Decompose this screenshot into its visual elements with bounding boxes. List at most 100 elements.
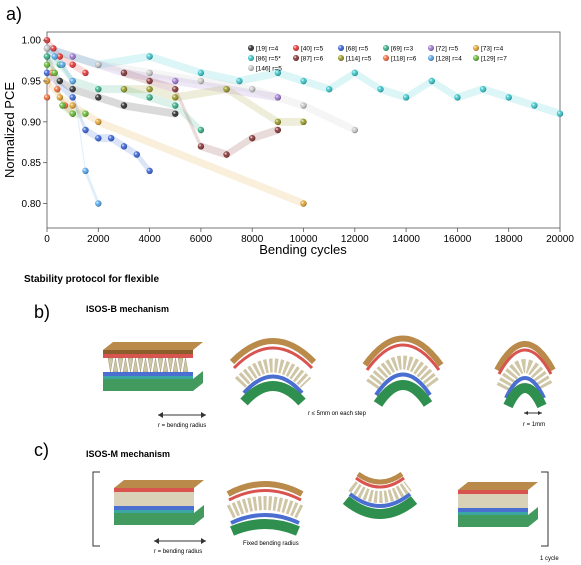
data-point [69, 85, 76, 93]
data-point [172, 77, 179, 85]
data-point [197, 69, 205, 77]
data-point [197, 77, 205, 85]
legend-label: [68] r=5 [346, 46, 369, 53]
data-point [69, 53, 76, 60]
data-point [377, 85, 384, 93]
data-points [43, 36, 564, 207]
bent-device-stack-m [226, 481, 304, 536]
series-band [47, 52, 176, 118]
x-tick-label: 8000 [241, 234, 264, 245]
series-band [47, 44, 99, 208]
data-point [95, 94, 102, 101]
data-point [95, 200, 102, 207]
data-point [120, 102, 128, 109]
plot-area [46, 31, 561, 229]
bent-device-stack-3 [494, 341, 556, 409]
data-point [274, 94, 282, 101]
data-point [95, 118, 102, 126]
x-tick-label: 4000 [138, 234, 161, 245]
data-point [59, 102, 66, 109]
data-point [43, 61, 51, 68]
panel-c-label: c) [34, 440, 49, 460]
legend: [19] r=4 [40] r=5 [68] r=5 [69] r=3 [72] r=5… [248, 45, 507, 73]
small-radius-arrow-b [524, 411, 542, 415]
flat-device-stack-m1 [114, 480, 204, 525]
data-point [146, 85, 153, 93]
bent-device-stack-2 [362, 335, 444, 407]
data-point [300, 77, 307, 85]
data-point [43, 94, 51, 101]
data-point [249, 85, 256, 93]
data-point [300, 200, 307, 207]
legend-label: [73] r=4 [481, 46, 504, 53]
isos-m-mid-caption: Fixed bending radius [243, 541, 299, 547]
data-point [82, 110, 89, 117]
series-band [123, 68, 278, 159]
bent-device-stack-1 [229, 338, 317, 406]
legend-entry: [19] r=4 [248, 45, 279, 53]
isos-m-cycle-caption: 1 cycle [540, 556, 559, 562]
y-tick-label: 0.85 [22, 158, 42, 169]
isos-m-title: ISOS-M mechanism [86, 449, 170, 459]
legend-entry: [86] r=5* [248, 55, 281, 63]
legend-entry: [129] r=7 [473, 55, 507, 63]
data-point [223, 85, 230, 93]
data-point [454, 94, 461, 101]
y-axis-ticks: 0.80 0.85 0.90 0.95 1.00 [22, 36, 47, 210]
y-tick-label: 1.00 [22, 36, 42, 47]
data-point [531, 102, 538, 109]
x-tick-label: 10000 [290, 234, 318, 245]
y-tick-label: 0.90 [22, 117, 42, 128]
data-point [51, 69, 58, 77]
data-point [300, 102, 307, 109]
flat-device-stack-m2 [458, 482, 538, 527]
data-point [402, 94, 410, 101]
x-tick-label: 6000 [190, 234, 213, 245]
data-point [223, 151, 230, 158]
legend-label: [118] r=6 [391, 56, 417, 63]
isos-b-right-caption: r = 1mm [523, 422, 545, 428]
data-point [172, 85, 179, 93]
panel-b-label: b) [34, 302, 50, 322]
data-point [82, 69, 89, 77]
x-tick-label: 14000 [392, 234, 420, 245]
data-point [146, 94, 153, 101]
protocol-title: Stability protocol for flexible [24, 274, 159, 285]
legend-label: [19] r=4 [256, 46, 279, 53]
data-point [236, 77, 243, 85]
data-point [133, 151, 140, 158]
data-point [172, 110, 179, 117]
x-tick-label: 18000 [495, 234, 523, 245]
isos-b-left-caption: r = bending radius [158, 423, 206, 429]
data-point [69, 110, 76, 117]
isos-b-mid-caption: r ≤ 5mm on each step [308, 411, 367, 417]
data-point [274, 69, 282, 77]
isos-b-title: ISOS-B mechanism [86, 304, 169, 314]
panel-a-label: a) [6, 4, 22, 24]
bending-radius-arrow-b [158, 412, 206, 418]
legend-entry: [72] r=5 [428, 45, 459, 53]
data-point [146, 77, 153, 85]
x-tick-label: 20000 [546, 234, 574, 245]
y-tick-label: 0.80 [22, 199, 42, 210]
legend-entry: [68] r=5 [338, 45, 369, 53]
data-point [120, 143, 128, 150]
data-point [69, 94, 76, 101]
data-point [172, 102, 179, 109]
legend-entry: [114] r=5 [338, 55, 372, 63]
isos-m-left-caption: r = bending radius [154, 549, 202, 555]
legend-entry: [128] r=4 [428, 55, 462, 63]
legend-label: [40] r=5 [301, 46, 324, 53]
legend-label: [114] r=5 [346, 56, 372, 63]
pce-chart: 0 2000 4000 6000 8000 10000 12000 14000 16000 180… [2, 31, 574, 257]
legend-entry: [146] r=5 [248, 65, 282, 73]
legend-entry: [118] r=6 [383, 55, 417, 63]
legend-label: [86] r=5* [256, 56, 281, 63]
data-point [274, 118, 282, 126]
data-point [249, 134, 256, 142]
data-point [82, 126, 89, 134]
data-point [120, 85, 128, 93]
legend-label: [128] r=4 [436, 56, 462, 63]
data-point [69, 61, 76, 68]
data-point [351, 126, 358, 134]
